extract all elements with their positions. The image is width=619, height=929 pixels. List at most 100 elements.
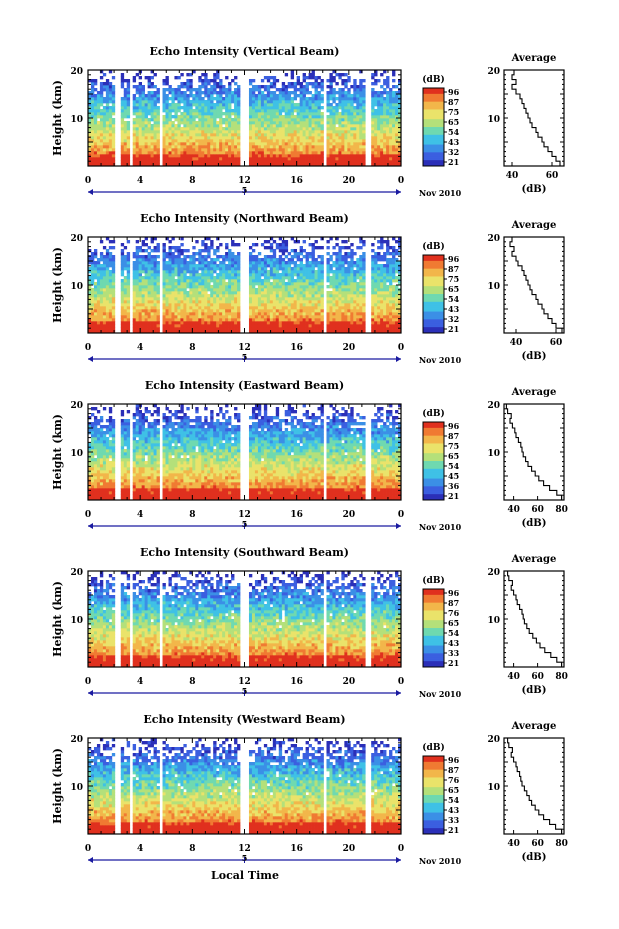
heatmap-cells [88,738,402,835]
x-tick-label: 0 [398,176,404,186]
panel-title: Echo Intensity (Southward Beam) [140,546,349,559]
profile-x-label: (dB) [522,518,547,529]
profile-y-tick-label: 20 [487,735,500,745]
colorbar-frame [422,254,445,334]
panel-title: Echo Intensity (Eastward Beam) [145,379,344,392]
profile-frame [503,737,565,835]
profile-y-tick-label: 20 [487,401,500,411]
x-tick-label: 12 [238,677,251,687]
y-tick-label: 10 [70,115,83,125]
date-label: Nov 2010 [419,856,462,866]
profile-x-tick-label: 60 [546,171,559,181]
panel-title: Echo Intensity (Vertical Beam) [149,45,339,58]
profile-x-label: (dB) [522,685,547,696]
colorbar-tick-label: 21 [448,324,459,334]
y-tick-label: 20 [70,568,83,578]
profile-x-tick-label: 40 [507,839,520,849]
colorbar-tick-label: 75 [448,107,459,117]
profile-y-tick-label: 10 [487,282,500,292]
profile-y-tick-label: 20 [487,568,500,578]
colorbar-tick-label: 65 [448,284,459,294]
y-tick-label: 20 [70,735,83,745]
x-tick-label: 20 [343,510,356,520]
x-tick-label: 20 [343,677,356,687]
x-tick-label: 4 [137,510,143,520]
x-tick-label: 8 [189,677,195,687]
heatmap-cells [88,70,402,167]
x-tick-label: 8 [189,844,195,854]
profile-y-tick-label: 10 [487,783,500,793]
x-tick-label: 4 [137,677,143,687]
colorbar-tick-label: 65 [448,785,459,795]
y-tick-label: 10 [70,616,83,626]
profile-line [509,237,563,333]
x-tick-label: 16 [290,510,303,520]
colorbar-frame [422,755,445,835]
profile-x-label: (dB) [522,852,547,863]
colorbar-tick-label: 54 [448,294,460,304]
x-tick-label: 8 [189,510,195,520]
colorbar-tick-label: 45 [448,471,459,481]
colorbar-tick-label: 54 [448,795,460,805]
panel-4: Echo Intensity (Westward Beam) 10 20 Height… [51,713,568,866]
colorbar-tick-label: 21 [448,491,459,501]
x-tick-label: 20 [343,343,356,353]
profile-line [507,738,563,834]
date-label: Nov 2010 [419,355,462,365]
profile-x-tick-label: 80 [555,672,568,682]
colorbar-label: (dB) [422,742,444,753]
profile-line [505,404,563,500]
panel-1: Echo Intensity (Northward Beam) 10 20 Heigh… [51,212,565,365]
date-label: Nov 2010 [419,689,462,699]
x-tick-label: 0 [85,677,91,687]
heatmap-cells [88,571,402,668]
profile-x-tick-label: 40 [507,505,520,515]
y-axis-label: Height (km) [51,247,64,323]
colorbar-tick-label: 33 [448,648,460,658]
x-tick-label: 0 [85,844,91,854]
colorbar-tick-label: 87 [448,264,459,274]
colorbar-tick-label: 21 [448,658,459,668]
colorbar-tick-label: 65 [448,451,459,461]
x-tick-label: 0 [85,343,91,353]
colorbar-tick-label: 76 [448,775,460,785]
colorbar-tick-label: 43 [448,137,460,147]
colorbar-tick-label: 75 [448,441,459,451]
x-tick-label: 20 [343,176,356,186]
profile-title: Average [511,220,557,231]
heatmap-cells [88,404,402,501]
x-tick-label: 0 [85,510,91,520]
colorbar-tick-label: 96 [448,421,460,431]
x-axis-label: Local Time [211,869,279,882]
colorbar-tick-label: 54 [448,127,460,137]
profile-y-tick-label: 10 [487,449,500,459]
colorbar-label: (dB) [422,241,444,252]
x-tick-label: 8 [189,343,195,353]
colorbar-tick-label: 43 [448,638,460,648]
y-axis-label: Height (km) [51,414,64,490]
colorbar-tick-label: 54 [448,628,460,638]
colorbar-tick-label: 43 [448,805,460,815]
colorbar-tick-label: 65 [448,618,459,628]
x-tick-label: 12 [238,343,251,353]
date-label: Nov 2010 [419,522,462,532]
y-axis-label: Height (km) [51,581,64,657]
colorbar-frame [422,421,445,501]
profile-y-tick-label: 20 [487,234,500,244]
colorbar-label: (dB) [422,408,444,419]
x-tick-label: 4 [137,176,143,186]
heatmap-cells [88,237,402,334]
colorbar-tick-label: 96 [448,755,460,765]
y-tick-label: 10 [70,449,83,459]
colorbar-tick-label: 65 [448,117,459,127]
colorbar-tick-label: 87 [448,765,459,775]
x-tick-label: 0 [398,510,404,520]
profile-x-tick-label: 60 [531,505,544,515]
y-tick-label: 20 [70,401,83,411]
profile-y-tick-label: 20 [487,67,500,77]
y-tick-label: 10 [70,783,83,793]
colorbar-tick-label: 43 [448,304,460,314]
profile-x-tick-label: 60 [531,672,544,682]
x-tick-label: 12 [238,176,251,186]
